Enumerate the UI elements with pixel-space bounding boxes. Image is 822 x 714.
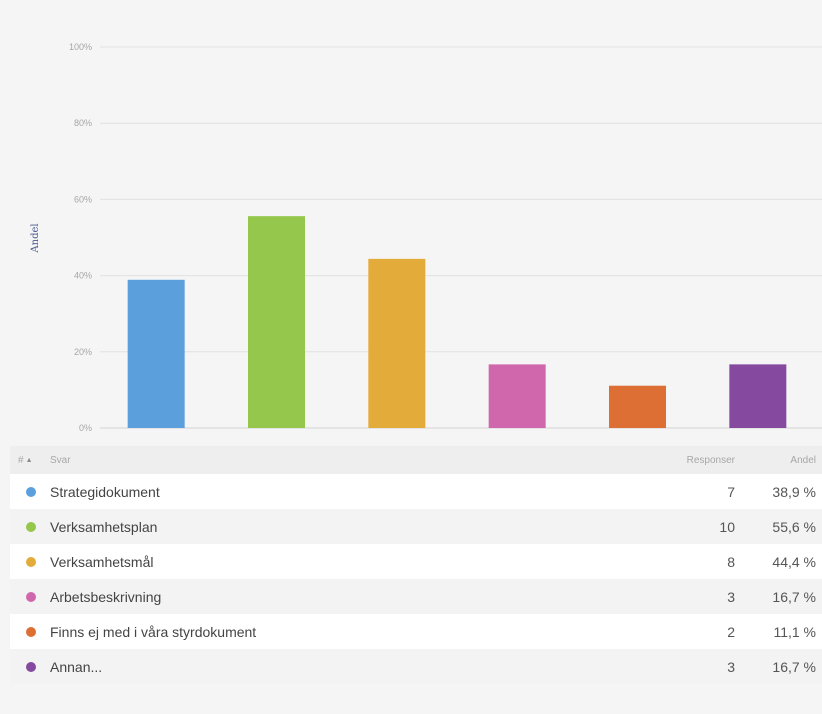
color-dot <box>26 556 36 567</box>
color-dot <box>26 591 36 602</box>
answer-label: Annan... <box>50 658 103 675</box>
response-count: 7 <box>727 483 735 500</box>
color-dot <box>26 521 36 532</box>
chart-svg: 0% 20% 40% 60% 80% 100% Andel Strategidokument V… <box>30 42 822 433</box>
response-count: 8 <box>727 553 735 570</box>
table-row: Verksamhetsmål 8 44,4 % <box>10 544 822 579</box>
bar[interactable]: Verksamhetsmål <box>368 258 426 428</box>
y-tick-label: 20% <box>74 347 92 357</box>
response-count: 10 <box>719 518 735 535</box>
share-value: 16,7 % <box>772 588 816 605</box>
header-number[interactable]: # ▲ <box>18 454 33 466</box>
color-dot <box>26 626 36 637</box>
y-tick-label: 60% <box>74 194 92 204</box>
header-answer[interactable]: Svar <box>50 454 71 466</box>
y-tick-label: 80% <box>74 118 92 128</box>
response-count: 3 <box>727 588 735 605</box>
bar[interactable]: Annan... <box>729 364 787 428</box>
y-tick-label: 0% <box>79 423 92 433</box>
answer-label: Verksamhetsmål <box>50 553 154 570</box>
answer-label: Arbetsbeskrivning <box>50 588 162 605</box>
results-table: # ▲ Svar Responser Andel Strategidokumen… <box>10 446 822 684</box>
table-header: # ▲ Svar Responser Andel <box>10 446 822 474</box>
share-value: 38,9 % <box>772 483 816 500</box>
response-count: 3 <box>727 658 735 675</box>
answer-label: Finns ej med i våra styrdokument <box>50 623 257 640</box>
share-value: 16,7 % <box>772 658 816 675</box>
sort-asc-icon[interactable]: ▲ <box>25 456 33 464</box>
share-value: 11,1 % <box>773 623 816 640</box>
share-value: 44,4 % <box>772 553 816 570</box>
share-value: 55,6 % <box>772 518 816 535</box>
table-row: Finns ej med i våra styrdokument 2 11,1 … <box>10 614 822 649</box>
table-row: Strategidokument 7 38,9 % <box>10 474 822 509</box>
y-tick-label: 40% <box>74 271 92 281</box>
bar-chart: 0% 20% 40% 60% 80% 100% Andel Strategidokument V… <box>30 42 822 433</box>
answer-label: Verksamhetsplan <box>50 518 158 535</box>
color-dot <box>26 661 36 672</box>
table-row: Annan... 3 16,7 % <box>10 649 822 684</box>
header-responses[interactable]: Responser <box>686 454 735 466</box>
color-dot <box>26 486 36 497</box>
bar[interactable]: Arbetsbeskrivning <box>488 364 546 428</box>
answer-label: Strategidokument <box>50 483 160 500</box>
bar[interactable]: Verksamhetsplan <box>248 216 305 428</box>
table-row: Arbetsbeskrivning 3 16,7 % <box>10 579 822 614</box>
header-share[interactable]: Andel <box>790 454 816 466</box>
y-axis-title: Andel <box>30 223 41 253</box>
response-count: 2 <box>727 623 735 640</box>
bar[interactable]: Strategidokument <box>127 279 185 428</box>
y-tick-label: 100% <box>69 42 92 52</box>
table-row: Verksamhetsplan 10 55,6 % <box>10 509 822 544</box>
bar[interactable]: Finns ej med i våra styrdokument <box>609 385 666 428</box>
